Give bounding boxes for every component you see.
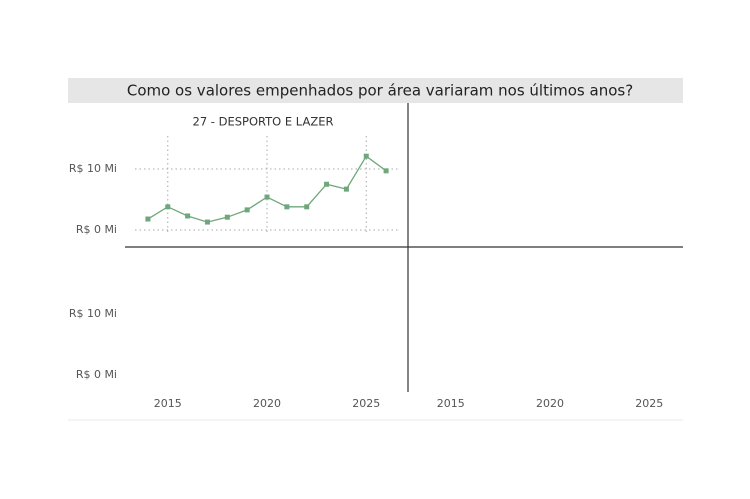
marker (244, 207, 250, 213)
chart-title: Como os valores empenhados por área vari… (127, 82, 633, 100)
marker (284, 204, 290, 210)
x-tick-label: 2025 (635, 397, 663, 410)
marker (224, 214, 230, 220)
y-tick-label: R$ 0 Mi (76, 223, 117, 236)
marker (204, 219, 210, 225)
marker (264, 194, 270, 200)
marker (343, 186, 349, 192)
marker (304, 204, 310, 210)
x-tick-label: 2020 (253, 397, 281, 410)
marker (324, 181, 330, 187)
x-tick-label: 2020 (536, 397, 564, 410)
y-tick-label: R$ 0 Mi (76, 368, 117, 381)
marker (363, 153, 369, 159)
marker (165, 204, 171, 210)
marker (145, 216, 151, 222)
series-line (147, 155, 387, 223)
y-tick-label: R$ 10 Mi (69, 307, 117, 320)
title-bar (68, 78, 683, 103)
marker (383, 168, 389, 174)
panel-title: 27 - DESPORTO E LAZER (193, 115, 334, 129)
y-tick-label: R$ 10 Mi (69, 162, 117, 175)
x-tick-label: 2015 (154, 397, 182, 410)
x-tick-label: 2015 (437, 397, 465, 410)
marker (185, 213, 191, 219)
x-tick-label: 2025 (352, 397, 380, 410)
